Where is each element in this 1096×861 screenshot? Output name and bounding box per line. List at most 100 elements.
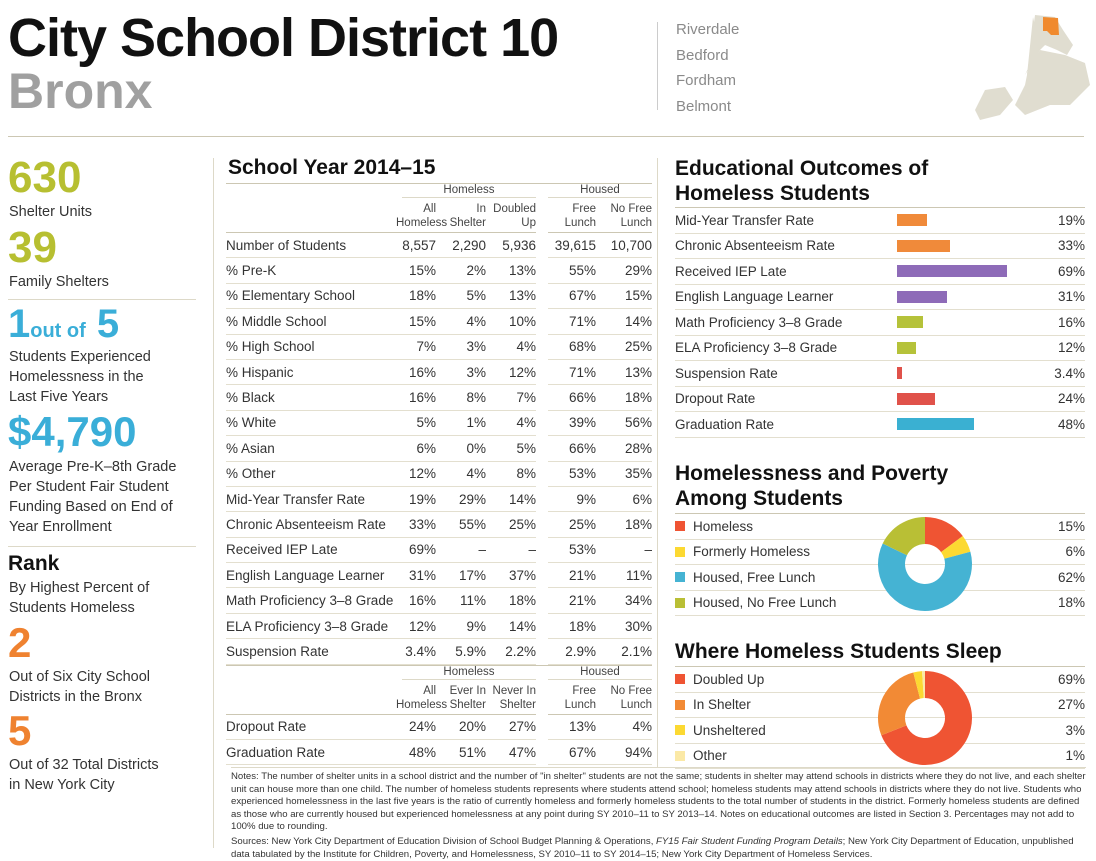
column-header: Never In Shelter	[486, 684, 536, 712]
row-group: % High School 7% 3% 4%	[226, 335, 536, 360]
table-cell: 4%	[516, 339, 536, 355]
header-line: Lunch	[564, 698, 596, 711]
row-label: % Other	[226, 466, 276, 482]
legend-row: Housed, No Free Lunch 18%	[675, 591, 1085, 616]
legend-swatch	[675, 546, 685, 557]
table-cell: 53%	[568, 542, 596, 558]
table-cell: 34%	[624, 593, 652, 609]
table-cell: 4%	[632, 719, 652, 735]
table-cell: 3.4%	[405, 643, 436, 659]
table-cell: 0%	[466, 440, 486, 456]
column-header: Doubled Up	[486, 202, 536, 230]
label-line: Students Experienced	[9, 349, 151, 365]
table-cell: 39%	[568, 415, 596, 431]
row-group: Received IEP Late 69% – –	[226, 538, 536, 564]
row-group: % White 5% 1% 4%	[226, 411, 536, 437]
neighborhood-list: Riverdale Bedford Fordham Belmont	[676, 20, 739, 122]
table-cell: 9%	[576, 491, 596, 507]
column-group-header: Homeless Housed	[226, 183, 652, 200]
row-group: 67% 15%	[548, 284, 652, 310]
row-group: 71% 14%	[548, 309, 652, 335]
table-cell: 31%	[408, 567, 436, 583]
rank-city-value: 5	[8, 707, 32, 754]
table-cell: 69%	[408, 542, 436, 558]
donut-slice	[913, 671, 924, 699]
rank-title: Rank	[8, 552, 60, 575]
row-label: Mid-Year Transfer Rate	[226, 491, 366, 507]
row-group: 71% 13%	[548, 360, 652, 386]
row-group: 13% 4%	[548, 715, 652, 741]
header-line: Lunch	[620, 698, 652, 711]
row-group: 67% 94%	[548, 740, 652, 766]
table-cell: –	[478, 542, 486, 558]
neighborhood: Bedford	[676, 46, 729, 64]
outcome-bar	[897, 341, 917, 354]
table-cell: 5%	[416, 415, 436, 431]
legend-label: Other	[693, 748, 727, 764]
row-group: ELA Proficiency 3–8 Grade 12% 9% 14%	[226, 614, 536, 640]
table-cell: 47%	[508, 744, 536, 760]
family-shelters-label: Family Shelters	[9, 274, 109, 290]
table-row: % Black 16% 8% 7% 66% 18%	[226, 385, 652, 411]
table-cell: 35%	[624, 466, 652, 482]
outcome-label: Graduation Rate	[675, 416, 775, 432]
outcome-label: Chronic Absenteeism Rate	[675, 238, 835, 254]
table-cell: 2.9%	[565, 643, 596, 659]
table-row: ELA Proficiency 3–8 Grade 12% 9% 14% 18% 30%	[226, 614, 652, 640]
rank-city-label: Out of 32 Total Districts in New York Ci…	[9, 755, 159, 795]
table-cell: 1%	[466, 415, 486, 431]
outcome-value: 16%	[1057, 314, 1085, 330]
table-cell: 39,615	[554, 237, 596, 253]
page-title: City School District 10	[8, 8, 559, 68]
table-cell: 17%	[458, 567, 486, 583]
outcome-bar	[897, 316, 923, 329]
table-cell: 29%	[458, 491, 486, 507]
donut-slice	[878, 672, 921, 736]
row-group: % Middle School 15% 4% 10%	[226, 309, 536, 335]
table-cell: 9%	[466, 618, 486, 634]
donut-slice	[941, 536, 971, 559]
table-cell: 6%	[416, 440, 436, 456]
outcome-label: Suspension Rate	[675, 365, 778, 381]
title-line: Educational Outcomes of	[675, 157, 929, 180]
table-row: Chronic Absenteeism Rate 33% 55% 25% 25% 18%	[226, 512, 652, 538]
table-cell: 48%	[408, 744, 436, 760]
column-header: All Homeless	[396, 202, 448, 230]
table-cell: 18%	[624, 516, 652, 532]
shelter-units-label: Shelter Units	[9, 204, 93, 220]
table-cell: 16%	[408, 364, 436, 380]
legend-label: Housed, Free Lunch	[693, 569, 816, 585]
row-label: % Elementary School	[226, 288, 356, 304]
header-line: No Free	[610, 203, 652, 215]
table-cell: 13%	[508, 288, 536, 304]
table-cell: 71%	[568, 313, 596, 329]
table-cell: 12%	[408, 618, 436, 634]
outcomes-chart: Mid-Year Transfer Rate 19% Chronic Absente…	[675, 207, 1085, 438]
table-cell: 27%	[508, 719, 536, 735]
table-cell: 5.9%	[455, 643, 486, 659]
table-cell: 67%	[568, 744, 596, 760]
label-line: Last Five Years	[9, 389, 109, 405]
row-group: 53% –	[548, 538, 652, 564]
legend-value: 6%	[1065, 544, 1085, 560]
donut-slice	[882, 517, 925, 556]
header-line: Shelter	[449, 217, 486, 229]
outcome-bar	[897, 239, 950, 252]
row-group: % Hispanic 16% 3% 12%	[226, 360, 536, 386]
label-line: Districts in the Bronx	[9, 689, 142, 705]
table-cell: 2.1%	[621, 643, 652, 659]
title-line: Homelessness and Poverty	[675, 462, 949, 485]
header-line: Free	[572, 684, 596, 697]
row-label: Number of Students	[226, 237, 347, 253]
outcome-label: Dropout Rate	[675, 391, 756, 407]
legend-value: 27%	[1057, 697, 1085, 713]
table-cell: 71%	[568, 364, 596, 380]
row-label: % Pre-K	[226, 263, 277, 279]
label-line: Average Pre-K–8th Grade	[9, 459, 177, 475]
legend-value: 3%	[1065, 722, 1085, 738]
header-divider	[8, 136, 1084, 137]
row-group: Dropout Rate 24% 20% 27%	[226, 715, 536, 741]
row-group: 39,615 10,700	[548, 233, 652, 259]
table-cell: 55%	[568, 263, 596, 279]
header-line: Homeless	[396, 217, 448, 229]
